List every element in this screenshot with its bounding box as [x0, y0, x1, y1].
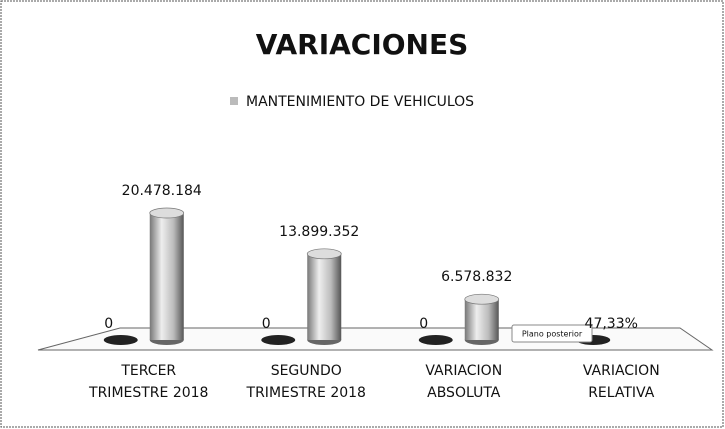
- data-label: 20.478.184: [122, 183, 202, 199]
- bar: [103, 335, 138, 345]
- x-tick-label: TERCER TRIMESTRE 2018: [89, 363, 209, 401]
- bar-part: [307, 253, 342, 340]
- x-tick-label: SEGUNDO TRIMESTRE 2018: [246, 363, 366, 401]
- tooltip-box: [511, 324, 593, 343]
- data-label: 47,33%: [585, 316, 638, 332]
- legend-label: MANTENIMIENTO DE VEHICULOS: [246, 94, 474, 110]
- data-label: 0: [104, 316, 113, 332]
- bar-part: [149, 207, 185, 219]
- bar: [464, 293, 500, 345]
- x-tick-label: VARIACION ABSOLUTA: [425, 363, 503, 401]
- tooltip: Plano posterior: [522, 330, 583, 339]
- bar: [149, 207, 185, 345]
- bar-part: [261, 335, 296, 345]
- bar: [261, 335, 296, 345]
- legend-swatch: [230, 97, 238, 105]
- bar-part: [149, 213, 184, 340]
- bar-part: [418, 335, 453, 345]
- chart-title: VARIACIONES: [256, 28, 469, 61]
- bar-part: [464, 293, 500, 305]
- data-label: 6.578.832: [441, 269, 512, 285]
- bar-part: [306, 248, 342, 260]
- data-label: 0: [419, 316, 428, 332]
- bar-part: [464, 299, 499, 340]
- data-label: 0: [262, 316, 271, 332]
- data-label: 13.899.352: [279, 224, 359, 240]
- bar-part: [103, 335, 138, 345]
- bar: [418, 335, 453, 345]
- bar: [306, 248, 342, 345]
- x-tick-label: VARIACION RELATIVA: [582, 363, 660, 401]
